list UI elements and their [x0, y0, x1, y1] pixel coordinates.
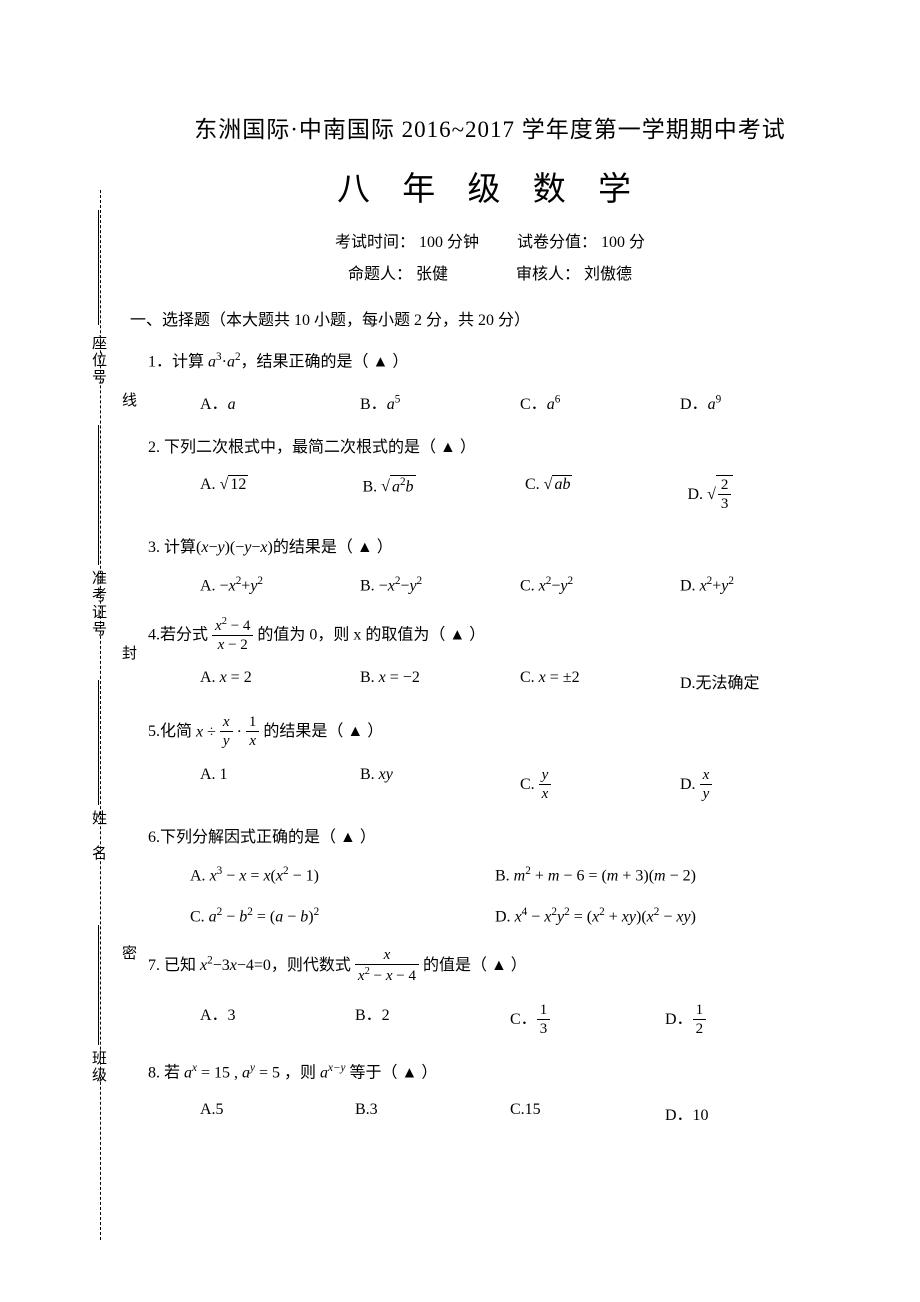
meta-authors: 命题人： 张健 审核人： 刘傲德	[130, 260, 850, 284]
q5-blank: （ ▲ ）	[327, 723, 383, 740]
exam-time-label: 考试时间：	[335, 228, 415, 252]
q8-mid: ，则	[284, 1064, 316, 1081]
score-value: 100 分	[601, 228, 645, 252]
q1-D: D．a9	[680, 390, 840, 414]
q3-options: A. −x2+y2 B. −x2−y2 C. x2−y2 D. x2+y2	[200, 575, 850, 595]
q4-blank: （ ▲ ）	[429, 626, 485, 643]
q2-A: A. 12	[200, 475, 363, 515]
q8-A: A.5	[200, 1101, 355, 1125]
q7-suffix: 的值是	[423, 957, 471, 974]
q1-prefix: 1．计算	[148, 353, 208, 370]
q2-C: C. ab	[525, 475, 688, 515]
school-title: 东洲国际·中南国际 2016~2017 学年度第一学期期中考试	[130, 110, 850, 144]
q4-stem: 4.若分式 x2 − 4x − 2 的值为 0，则 x 的取值为（ ▲ ）	[148, 616, 850, 656]
q4-A: A. x = 2	[200, 669, 360, 693]
reviewer-value: 刘傲德	[584, 260, 632, 284]
q7-options: A．3 B．2 C．13 D．12	[200, 1001, 850, 1040]
q4-C: C. x = ±2	[520, 669, 680, 693]
q7-stem: 7. 已知 x2−3x−4=0，则代数式 xx2 − x − 4 的值是（ ▲ …	[148, 946, 850, 987]
section-1-head: 一、选择题（本大题共 10 小题，每小题 2 分，共 20 分）	[130, 306, 850, 330]
q4-suffix: 的值为 0，则 x 的取值为	[257, 626, 429, 643]
q6-blank: （ ▲ ）	[320, 829, 376, 846]
q7-A: A．3	[200, 1001, 355, 1040]
q6-C: C. a2 − b2 = (a − b)2	[190, 906, 495, 926]
q2-B: B. a2b	[363, 475, 526, 515]
q3-D: D. x2+y2	[680, 575, 840, 595]
q6-text: 6.下列分解因式正确的是	[148, 829, 320, 846]
q5-suffix: 的结果是	[263, 723, 327, 740]
q2-D: D. 23	[688, 475, 851, 515]
q4-D: D.无法确定	[680, 669, 840, 693]
q8-stem: 8. 若 ax = 15 , ay = 5 ，则 ax−y 等于（ ▲ ）	[148, 1059, 850, 1087]
q7-C: C．13	[510, 1001, 665, 1040]
q3-C: C. x2−y2	[520, 575, 680, 595]
q2-options: A. 12 B. a2b C. ab D. 23	[200, 475, 850, 515]
q1-suffix: ，结果正确的是	[241, 353, 353, 370]
exam-time-value: 100 分钟	[419, 228, 479, 252]
exam-page: 东洲国际·中南国际 2016~2017 学年度第一学期期中考试 八 年 级 数 …	[0, 0, 920, 1302]
score-label: 试卷分值：	[517, 228, 597, 252]
q8-options: A.5 B.3 C.15 D．10	[200, 1101, 850, 1125]
q7-blank: （ ▲ ）	[471, 957, 527, 974]
q6-stem: 6.下列分解因式正确的是（ ▲ ）	[148, 824, 850, 851]
q4-prefix: 4.若分式	[148, 626, 208, 643]
q5-D: D. xy	[680, 766, 840, 805]
q3-A: A. −x2+y2	[200, 575, 360, 595]
q6-options-row2: C. a2 − b2 = (a − b)2 D. x4 − x2y2 = (x2…	[190, 906, 850, 926]
q4-B: B. x = −2	[360, 669, 520, 693]
q3-stem: 3. 计算(x−y)(−y−x)的结果是（ ▲ ）	[148, 534, 850, 561]
q6-D: D. x4 − x2y2 = (x2 + xy)(x2 − xy)	[495, 906, 800, 926]
meta-time-score: 考试时间： 100 分钟 试卷分值： 100 分	[130, 228, 850, 252]
q8-D: D．10	[665, 1101, 820, 1125]
q3-B: B. −x2−y2	[360, 575, 520, 595]
q7-D: D．12	[665, 1001, 820, 1040]
q5-B: B. xy	[360, 766, 520, 805]
q3-blank: （ ▲ ）	[337, 539, 393, 556]
q2-blank: （ ▲ ）	[420, 439, 476, 456]
q8-B: B.3	[355, 1101, 510, 1125]
q7-B: B．2	[355, 1001, 510, 1040]
q1-A: A．a	[200, 390, 360, 414]
q6-B: B. m2 + m − 6 = (m + 3)(m − 2)	[495, 865, 800, 885]
q5-options: A. 1 B. xy C. yx D. xy	[200, 766, 850, 805]
author-label: 命题人：	[348, 260, 412, 284]
q8-blank: （ ▲ ）	[382, 1064, 438, 1081]
q5-A: A. 1	[200, 766, 360, 805]
reviewer-label: 审核人：	[516, 260, 580, 284]
q1-stem: 1．计算 a3·a2，结果正确的是（ ▲ ）	[148, 348, 850, 376]
q4-options: A. x = 2 B. x = −2 C. x = ±2 D.无法确定	[200, 669, 850, 693]
q5-prefix: 5.化简	[148, 723, 192, 740]
q1-B: B．a5	[360, 390, 520, 414]
q5-stem: 5.化简 x ÷ xy · 1x 的结果是（ ▲ ）	[148, 713, 850, 752]
q1-options: A．a B．a5 C．a6 D．a9	[200, 390, 850, 414]
q6-A: A. x3 − x = x(x2 − 1)	[190, 865, 495, 885]
q5-C: C. yx	[520, 766, 680, 805]
subject-title: 八 年 级 数 学	[130, 162, 850, 210]
q6-options-row1: A. x3 − x = x(x2 − 1) B. m2 + m − 6 = (m…	[190, 865, 850, 885]
q8-C: C.15	[510, 1101, 665, 1125]
q8-prefix: 8. 若	[148, 1064, 180, 1081]
author-value: 张健	[416, 260, 448, 284]
q1-blank: （ ▲ ）	[353, 353, 409, 370]
q8-suffix: 等于	[350, 1064, 382, 1081]
q1-C: C．a6	[520, 390, 680, 414]
q2-text: 2. 下列二次根式中，最简二次根式的是	[148, 439, 420, 456]
q2-stem: 2. 下列二次根式中，最简二次根式的是（ ▲ ）	[148, 434, 850, 461]
